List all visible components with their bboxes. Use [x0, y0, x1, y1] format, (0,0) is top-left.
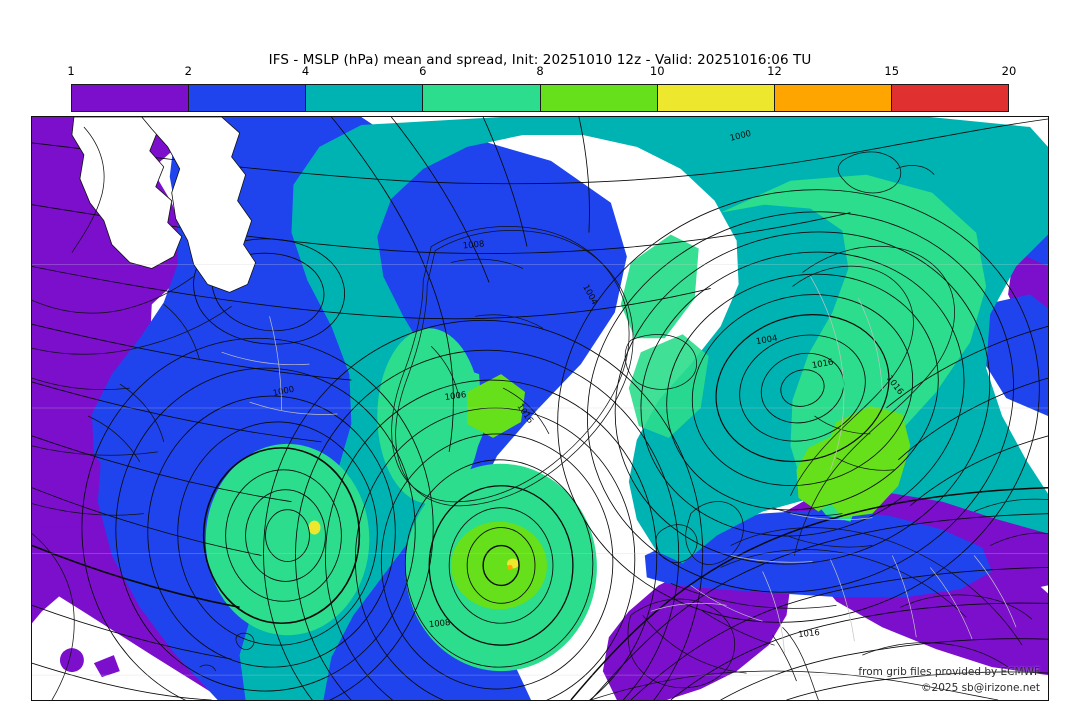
colorbar-tick-labels: 1 2 4 6 8 10 12 15 20 — [67, 64, 1016, 82]
svg-text:1016: 1016 — [811, 357, 834, 371]
colorbar-tick-2: 2 — [184, 64, 192, 78]
data-source-credit: from grib files provided by ECMWF — [858, 666, 1040, 678]
spread-band-12-15 — [507, 564, 513, 571]
colorbar-tick-6: 6 — [419, 64, 427, 78]
colorbar-tick-20: 20 — [1001, 64, 1017, 78]
colorbar-segment-15-20 — [890, 85, 1008, 111]
svg-text:1006: 1006 — [444, 389, 467, 402]
isobar-labels: 1000 1006 1016 1008 1004 1000 1004 1016 … — [272, 128, 906, 639]
colorbar-segment-4-6 — [305, 85, 423, 111]
political-border-layer — [221, 276, 1017, 654]
colorbar-segment-10-12 — [656, 85, 774, 111]
colorbar-segment-12-15 — [773, 85, 891, 111]
coastline-layer — [32, 117, 1048, 700]
colorbar-tick-8: 8 — [536, 64, 544, 78]
spread-band-1-2-europe — [602, 561, 791, 700]
colorbar-tick-10: 10 — [649, 64, 665, 78]
colorbar-tick-1: 1 — [67, 64, 75, 78]
spread-band-4-6 — [239, 117, 1048, 700]
svg-text:1008: 1008 — [462, 238, 485, 250]
svg-text:1008: 1008 — [428, 617, 451, 629]
map-canvas[interactable]: 1000 1006 1016 1008 1004 1000 1004 1016 … — [31, 116, 1049, 701]
colorbar-segment-6-8 — [422, 85, 540, 111]
colorbar-segment-8-10 — [539, 85, 657, 111]
colorbar-segment-1-2 — [72, 85, 189, 111]
svg-text:1016: 1016 — [798, 627, 821, 639]
colorbar-tick-15: 15 — [884, 64, 900, 78]
svg-text:1004: 1004 — [755, 333, 778, 347]
copyright-credit: ©2025 sb@irizone.net — [921, 682, 1040, 694]
graticule-layer — [32, 264, 1048, 676]
colorbar-tick-12: 12 — [767, 64, 782, 78]
colorbar-tick-4: 4 — [301, 64, 310, 78]
page-title: IFS - MSLP (hPa) mean and spread, Init: … — [268, 52, 812, 68]
colorbar-segment-2-4 — [188, 85, 306, 111]
map-svg: 1000 1006 1016 1008 1004 1000 1004 1016 … — [32, 117, 1048, 700]
colorbar-gradient — [71, 84, 1009, 112]
colorbar: 1 2 4 6 8 10 12 15 20 — [67, 64, 1016, 112]
svg-text:1000: 1000 — [272, 384, 295, 398]
